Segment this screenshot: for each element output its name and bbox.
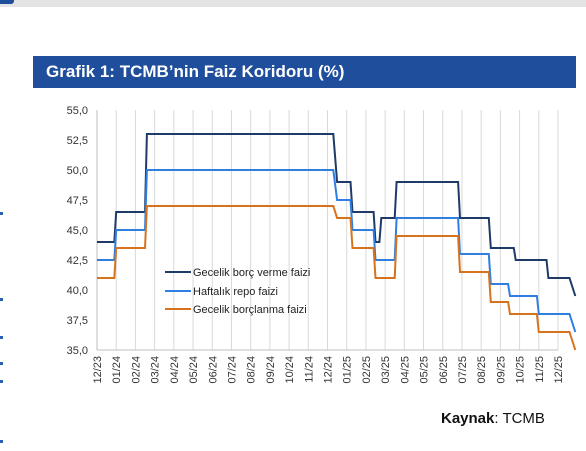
x-tick-label: 10/25: [515, 356, 527, 384]
x-tick-label: 08/24: [246, 356, 258, 384]
left-edge-marker: [0, 212, 3, 215]
y-tick-label: 55,0: [67, 105, 88, 117]
x-tick-label: 06/24: [207, 356, 219, 384]
top-strip-tab: [0, 0, 14, 4]
x-tick-label: 07/24: [226, 356, 238, 384]
left-edge-marker: [0, 440, 3, 443]
source-note: Kaynak: TCMB: [441, 410, 545, 427]
x-tick-label: 12/25: [553, 356, 565, 384]
x-tick-label: 10/24: [284, 356, 296, 384]
y-tick-label: 40,0: [67, 285, 88, 297]
y-tick-label: 37,5: [67, 315, 88, 327]
source-value: : TCMB: [494, 410, 545, 427]
series-line-2: [97, 169, 577, 333]
x-tick-label: 12/24: [323, 356, 335, 384]
legend-label: Gecelik borçlanma faizi: [193, 304, 307, 316]
x-tick-label: 01/24: [111, 356, 123, 384]
x-tick-label: 09/25: [495, 356, 507, 384]
x-tick-label: 04/25: [399, 356, 411, 384]
chart-title-bar: Grafik 1: TCMB’nin Faiz Koridoru (%): [33, 56, 576, 88]
x-tick-label: 06/25: [438, 356, 450, 384]
left-edge-marker: [0, 336, 3, 339]
x-tick-label: 11/25: [534, 356, 546, 383]
x-tick-label: 07/25: [457, 356, 469, 384]
source-label: Kaynak: [441, 410, 495, 427]
x-tick-label: 11/24: [303, 356, 315, 383]
y-tick-label: 45,0: [67, 225, 88, 237]
series-line-1: [97, 133, 577, 297]
x-tick-label: 12/23: [92, 356, 104, 384]
x-tick-label: 01/25: [342, 356, 354, 384]
x-tick-label: 05/25: [419, 356, 431, 384]
chart-title: Grafik 1: TCMB’nin Faiz Koridoru (%): [46, 62, 345, 81]
x-tick-label: 04/24: [169, 356, 181, 384]
x-tick-label: 08/25: [476, 356, 488, 384]
legend-label: Haftalık repo faizi: [193, 286, 278, 298]
x-tick-label: 03/24: [150, 356, 162, 384]
x-tick-label: 03/25: [380, 356, 392, 384]
x-tick-label: 02/24: [130, 356, 142, 384]
y-tick-label: 50,0: [67, 165, 88, 177]
top-strip: [0, 0, 586, 7]
y-tick-label: 42,5: [67, 255, 88, 267]
left-edge-marker: [0, 380, 3, 383]
x-tick-label: 09/24: [265, 356, 277, 384]
x-tick-label: 05/24: [188, 356, 200, 384]
x-tick-label: 02/25: [361, 356, 373, 384]
left-edge-marker: [0, 362, 3, 365]
left-edge-marker: [0, 298, 3, 301]
y-tick-label: 47,5: [67, 195, 88, 207]
legend-label: Gecelik borç verme faizi: [193, 267, 310, 279]
y-tick-label: 35,0: [67, 345, 88, 357]
series-line-3: [97, 205, 577, 351]
y-tick-label: 52,5: [67, 135, 88, 147]
